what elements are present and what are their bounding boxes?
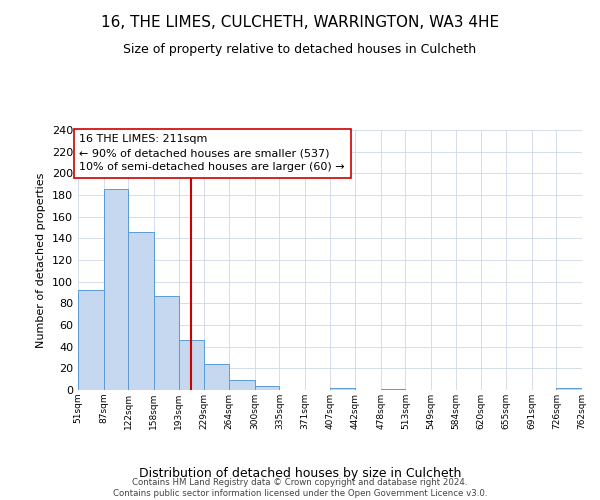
Bar (179, 340, 204, 390)
Bar (104, 188, 128, 390)
Bar (204, 364, 229, 390)
Bar (154, 296, 179, 390)
Bar (380, 389, 406, 390)
Text: 16 THE LIMES: 211sqm
← 90% of detached houses are smaller (537)
10% of semi-deta: 16 THE LIMES: 211sqm ← 90% of detached h… (79, 134, 345, 172)
Bar (229, 380, 254, 390)
Bar (78, 290, 104, 390)
Text: Size of property relative to detached houses in Culcheth: Size of property relative to detached ho… (124, 42, 476, 56)
Text: Distribution of detached houses by size in Culcheth: Distribution of detached houses by size … (139, 467, 461, 480)
Bar (331, 388, 355, 390)
Text: 16, THE LIMES, CULCHETH, WARRINGTON, WA3 4HE: 16, THE LIMES, CULCHETH, WARRINGTON, WA3… (101, 15, 499, 30)
Bar (254, 386, 280, 390)
Bar (556, 388, 582, 390)
Text: Contains HM Land Registry data © Crown copyright and database right 2024.
Contai: Contains HM Land Registry data © Crown c… (113, 478, 487, 498)
Y-axis label: Number of detached properties: Number of detached properties (37, 172, 46, 348)
Bar (128, 232, 154, 390)
